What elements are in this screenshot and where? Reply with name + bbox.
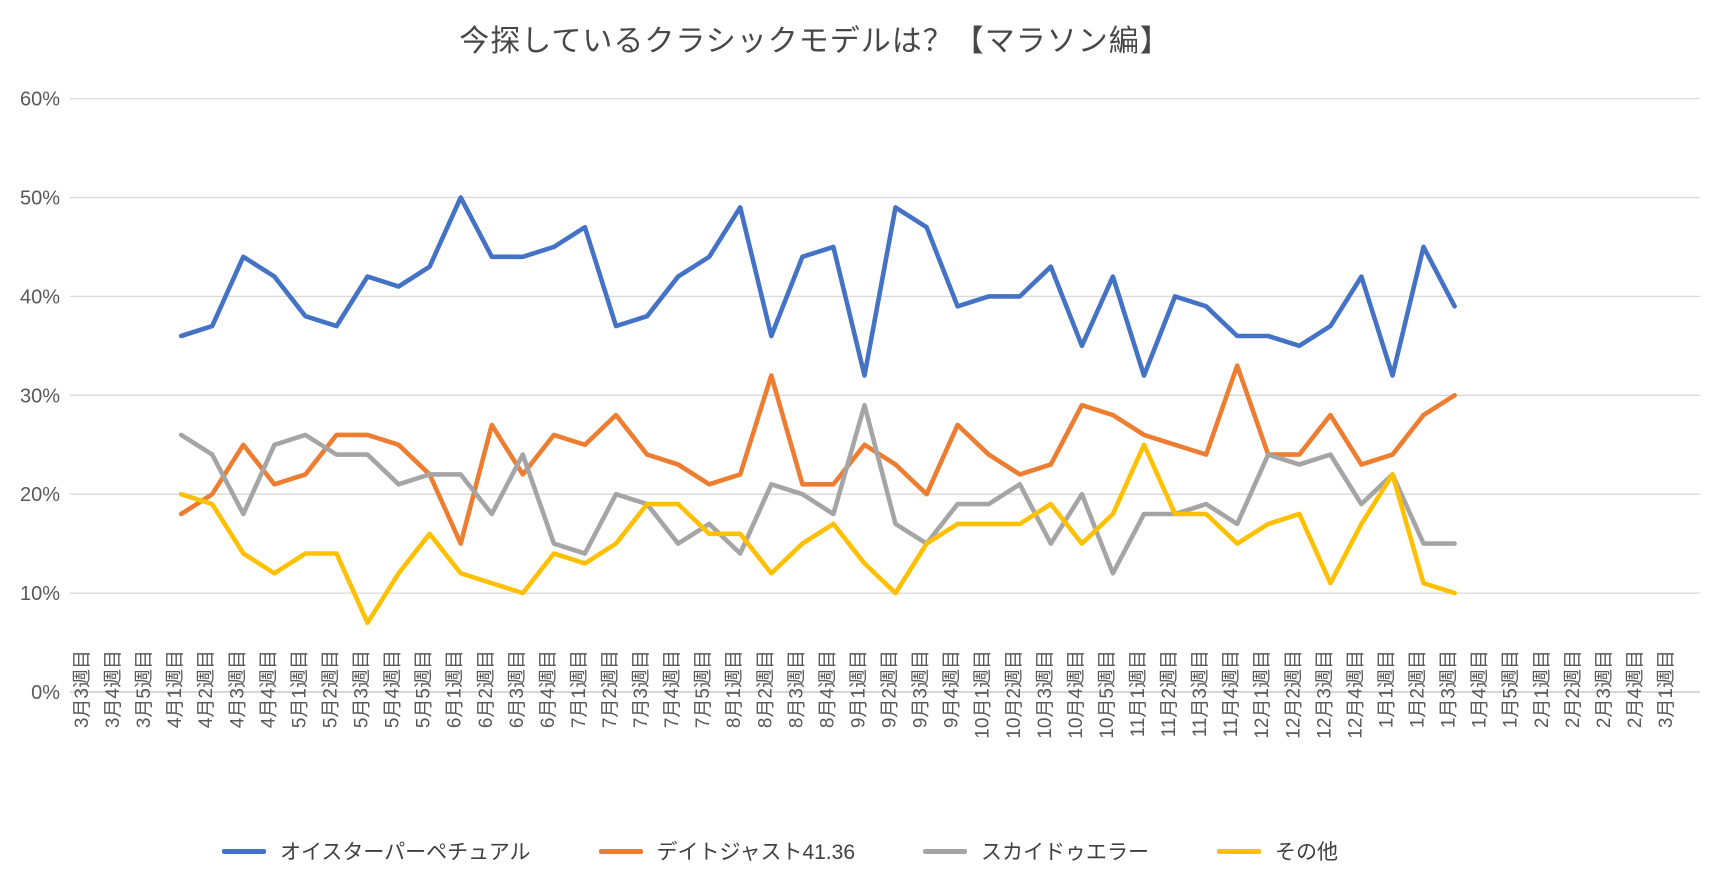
x-tick-label: 3月1週目 bbox=[1655, 650, 1677, 728]
gridlines bbox=[70, 97, 1700, 693]
line-chart-plot-area: 0% 10% 20% 30% 40% 50% 60% 3月3週目 3月4週目 3月5週目 4月1週目… bbox=[20, 89, 1700, 739]
legend-label: オイスターパーペチュアル bbox=[279, 841, 531, 864]
x-tick-label: 9月4週目 bbox=[941, 650, 963, 728]
series-line-0 bbox=[178, 195, 1457, 378]
x-tick-label: 2月2週目 bbox=[1562, 650, 1584, 728]
x-tick-label: 5月2週目 bbox=[319, 650, 341, 728]
y-tick-label: 0% bbox=[31, 682, 60, 704]
series-line-1 bbox=[178, 363, 1457, 546]
y-tick-label: 40% bbox=[20, 286, 60, 308]
x-tick-label: 1月4週目 bbox=[1469, 650, 1491, 728]
x-tick-label: 1月3週目 bbox=[1438, 650, 1460, 728]
x-tick-label: 5月1週目 bbox=[288, 650, 310, 728]
x-tick-label: 6月3週目 bbox=[506, 650, 528, 728]
x-tick-label: 10月4週目 bbox=[1065, 650, 1087, 739]
x-tick-label: 12月2週目 bbox=[1282, 650, 1304, 739]
legend-item-oyster-perpetual: オイスターパーペチュアル bbox=[221, 836, 531, 866]
legend-line-swatch-blue bbox=[221, 848, 266, 854]
x-tick-label: 10月5週目 bbox=[1096, 650, 1118, 739]
x-tick-label: 4月2週目 bbox=[195, 650, 217, 728]
series-polyline bbox=[178, 442, 1457, 626]
x-tick-label: 10月2週目 bbox=[1003, 650, 1025, 739]
x-tick-label: 2月4週目 bbox=[1624, 650, 1646, 728]
legend-label: スカイドゥエラー bbox=[981, 841, 1150, 864]
x-tick-label: 4月3週目 bbox=[226, 650, 248, 728]
x-tick-label: 3月5週目 bbox=[133, 650, 155, 728]
x-axis-tick-labels: 3月3週目 3月4週目 3月5週目 4月1週目 4月2週目 4月3週目 4月4週目 5月1週目… bbox=[71, 650, 1677, 739]
x-tick-label: 11月3週目 bbox=[1189, 650, 1211, 737]
legend-item-datejust: デイトジャスト41.36 bbox=[598, 836, 856, 866]
x-tick-label: 7月4週目 bbox=[661, 650, 683, 728]
legend-item-other: その他 bbox=[1217, 836, 1338, 866]
x-tick-label: 9月2週目 bbox=[879, 650, 901, 728]
x-tick-label: 1月5週目 bbox=[1500, 650, 1522, 728]
x-tick-label: 12月4週目 bbox=[1344, 650, 1366, 739]
legend-item-sky-dweller: スカイドゥエラー bbox=[923, 836, 1149, 866]
y-tick-label: 10% bbox=[20, 583, 60, 605]
x-tick-label: 7月3週目 bbox=[630, 650, 652, 728]
chart-legend: オイスターパーペチュアル デイトジャスト41.36 スカイドゥエラー その他 bbox=[0, 836, 1560, 866]
x-tick-label: 3月4週目 bbox=[102, 650, 124, 728]
x-tick-label: 9月1週目 bbox=[847, 650, 869, 728]
x-tick-label: 1月1週目 bbox=[1375, 650, 1397, 728]
series-polyline bbox=[178, 195, 1457, 378]
x-tick-label: 7月1週目 bbox=[568, 650, 590, 728]
x-tick-label: 10月3週目 bbox=[1034, 650, 1056, 739]
x-tick-label: 12月1週目 bbox=[1251, 650, 1273, 739]
x-tick-label: 7月2週目 bbox=[599, 650, 621, 728]
y-tick-label: 60% bbox=[20, 89, 60, 111]
x-tick-label: 7月5週目 bbox=[692, 650, 714, 728]
legend-line-swatch-yellow bbox=[1217, 848, 1262, 854]
series-polyline bbox=[178, 402, 1457, 576]
x-tick-label: 8月4週目 bbox=[816, 650, 838, 728]
x-tick-label: 5月3週目 bbox=[351, 650, 373, 728]
x-tick-label: 11月1週目 bbox=[1127, 650, 1149, 737]
y-tick-label: 20% bbox=[20, 484, 60, 506]
x-tick-label: 12月3週目 bbox=[1313, 650, 1335, 739]
y-tick-label: 50% bbox=[20, 188, 60, 210]
x-tick-label: 8月2週目 bbox=[754, 650, 776, 728]
x-tick-label: 10月1週目 bbox=[972, 650, 994, 739]
x-tick-label: 5月5週目 bbox=[413, 650, 435, 728]
x-tick-label: 1月2週目 bbox=[1407, 650, 1429, 728]
x-tick-label: 4月4週目 bbox=[257, 650, 279, 728]
x-tick-label: 11月4週目 bbox=[1220, 650, 1242, 737]
x-tick-label: 9月3週目 bbox=[910, 650, 932, 728]
x-tick-label: 11月2週目 bbox=[1158, 650, 1180, 737]
x-tick-label: 8月1週目 bbox=[723, 650, 745, 728]
x-tick-label: 4月1週目 bbox=[164, 650, 186, 728]
x-tick-label: 5月4週目 bbox=[382, 650, 404, 728]
series-line-2 bbox=[178, 402, 1457, 576]
x-tick-label: 2月3週目 bbox=[1593, 650, 1615, 728]
x-tick-label: 6月1週目 bbox=[444, 650, 466, 728]
chart-title: 今探しているクラシックモデルは？【マラソン編】 bbox=[459, 25, 1171, 58]
x-tick-label: 2月1週目 bbox=[1531, 650, 1553, 728]
x-tick-label: 3月3週目 bbox=[71, 650, 93, 728]
x-tick-label: 6月2週目 bbox=[475, 650, 497, 728]
series-line-3 bbox=[178, 442, 1457, 626]
legend-line-swatch-orange bbox=[598, 848, 643, 854]
legend-label: デイトジャスト41.36 bbox=[656, 841, 856, 864]
y-tick-label: 30% bbox=[20, 385, 60, 407]
x-tick-label: 6月4週目 bbox=[537, 650, 559, 728]
legend-line-swatch-gray bbox=[923, 848, 968, 854]
x-tick-label: 8月3週目 bbox=[785, 650, 807, 728]
legend-label: その他 bbox=[1275, 841, 1339, 864]
y-axis-tick-labels: 0% 10% 20% 30% 40% 50% 60% bbox=[20, 89, 60, 704]
series-polyline bbox=[178, 363, 1457, 546]
